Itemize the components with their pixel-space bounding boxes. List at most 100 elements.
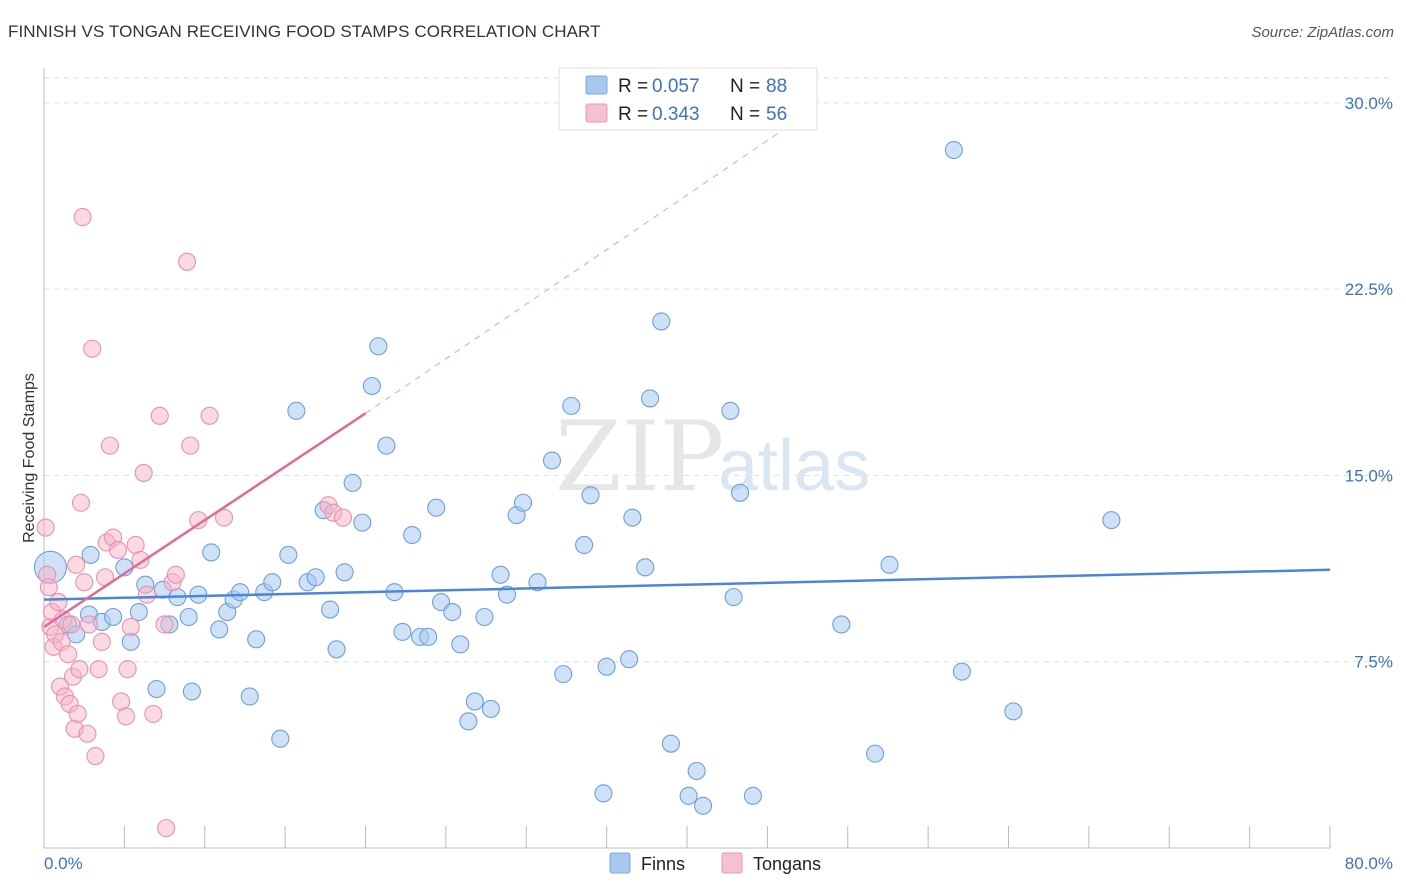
finns-point <box>542 451 562 470</box>
tongans-point <box>214 508 234 527</box>
legend-correlation: R = 0.057 N = 88 R = 0.343 N = 56 <box>558 67 818 131</box>
trend-lines <box>43 107 1331 628</box>
tongans-point <box>39 578 58 597</box>
finns-point <box>393 622 412 641</box>
tongans-point <box>36 518 55 537</box>
tongans-point <box>86 747 105 766</box>
finns-point <box>465 692 484 711</box>
tongans-point <box>100 436 119 455</box>
finns-point <box>1004 702 1023 721</box>
y-tick-label: 15.0% <box>1345 466 1393 485</box>
finns-point <box>724 588 743 607</box>
finns-point <box>952 662 971 681</box>
finns-point <box>147 679 166 699</box>
finns-point <box>451 635 470 654</box>
finns-point <box>491 565 510 584</box>
finns-point <box>562 396 581 415</box>
tongans-point <box>121 617 140 636</box>
watermark: ZIP atlas <box>555 401 870 513</box>
finns-point <box>944 140 963 160</box>
finns-point <box>513 493 533 512</box>
finns-point <box>661 734 680 753</box>
tongans-point <box>137 585 156 604</box>
legend-bottom-tongans-label: Tongans <box>753 854 821 874</box>
legend-finns-r-label: R = <box>618 76 648 97</box>
finns-point <box>279 545 298 564</box>
tongans-point <box>59 645 78 664</box>
tongans-point <box>92 632 111 651</box>
finns-point <box>327 640 346 659</box>
finns-point <box>694 796 713 815</box>
legend-finns-n-value: 88 <box>766 76 787 97</box>
tongans-point <box>75 573 94 592</box>
x-tick-label: 0.0% <box>44 854 83 873</box>
finns-point <box>880 555 899 574</box>
finns-point <box>343 473 362 492</box>
finns-point <box>652 312 671 331</box>
tongans-point <box>155 615 174 634</box>
finns-point <box>104 607 123 627</box>
finns-point <box>597 657 616 676</box>
axes <box>43 68 1331 849</box>
legend-bottom-finns-label: Finns <box>641 854 685 874</box>
finns-point <box>497 585 517 604</box>
tongans-point <box>333 508 353 527</box>
finns-point <box>554 665 573 684</box>
tongans-point <box>67 555 86 574</box>
tongans-point <box>49 593 68 612</box>
tongans-point <box>79 615 99 634</box>
tongans-point <box>83 339 102 358</box>
legend-finns-n-label: N = <box>730 76 760 97</box>
finns-point <box>443 602 462 622</box>
finns-point <box>721 401 740 420</box>
tongans-point <box>71 493 91 512</box>
tongans-point <box>108 540 127 559</box>
tongans-point <box>150 406 169 425</box>
finns-point <box>306 568 325 587</box>
tongans-point <box>116 707 136 726</box>
tongans-point <box>70 660 89 679</box>
y-axis-label: Receiving Food Stamps <box>21 373 38 543</box>
finns-point <box>231 583 250 602</box>
finns-point <box>475 607 494 627</box>
tongans-point <box>144 704 163 723</box>
tongans-point <box>62 615 81 634</box>
finns-point <box>271 729 290 748</box>
legend-finns-swatch <box>585 75 608 95</box>
finns-point <box>210 620 229 639</box>
finns-point <box>129 602 148 622</box>
tongans-point <box>131 550 150 569</box>
tongans-point <box>134 463 153 482</box>
finns-point <box>866 744 885 763</box>
legend-tongans-n-label: N = <box>730 104 760 125</box>
legend-tongans-r-value: 0.343 <box>652 104 700 125</box>
tongans-point <box>68 704 87 723</box>
x-tick-label: 80.0% <box>1345 854 1393 873</box>
finns-point <box>362 376 381 396</box>
finns-point <box>459 712 478 731</box>
legend-bottom-tongans-swatch <box>721 852 743 874</box>
finns-point <box>620 650 639 669</box>
y-tick-label: 7.5% <box>1354 653 1393 672</box>
tongans-point <box>157 819 176 838</box>
chart-title: FINNISH VS TONGAN RECEIVING FOOD STAMPS … <box>8 22 601 41</box>
finns-point <box>481 699 500 718</box>
finns-point <box>353 513 372 532</box>
finns-point <box>263 573 282 592</box>
legend-bottom-finns-swatch <box>609 852 631 874</box>
finns-point <box>1102 511 1121 530</box>
legend-tongans-n-value: 56 <box>766 104 787 125</box>
finns-point <box>687 761 706 781</box>
watermark-zip: ZIP <box>555 401 724 513</box>
tongans-point <box>89 660 108 679</box>
finns-point <box>679 786 698 805</box>
finns-point <box>335 563 354 582</box>
tongans-point <box>178 252 197 271</box>
finns-point <box>81 545 100 564</box>
finns-point <box>369 337 388 356</box>
finns-point <box>730 483 750 502</box>
source-credit: Source: ZipAtlas.com <box>1251 24 1394 41</box>
finns-point <box>832 615 851 634</box>
finns-point <box>419 627 438 646</box>
